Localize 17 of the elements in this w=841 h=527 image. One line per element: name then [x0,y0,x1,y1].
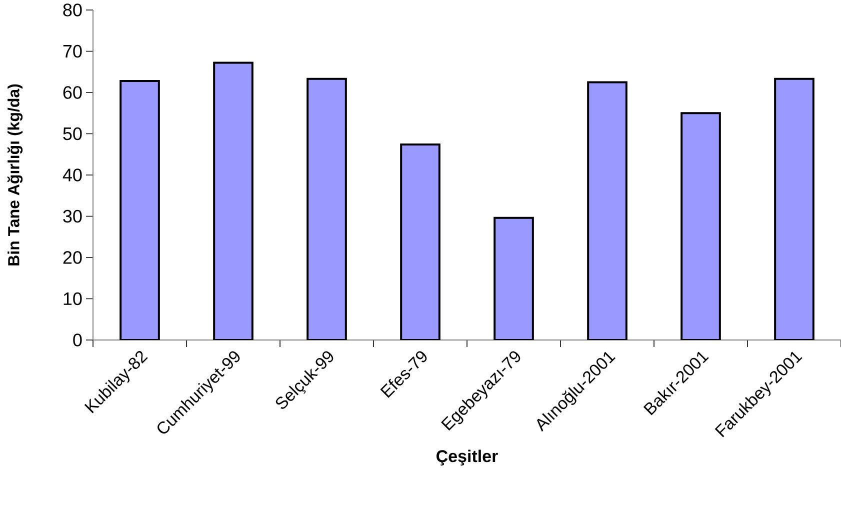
y-tick-label: 30 [63,210,82,223]
y-tick-label: 60 [63,86,82,99]
y-tick-label: 10 [64,292,82,306]
y-tick-label: 80 [63,4,82,16]
y-tick-label: 70 [63,44,82,58]
y-tick-label: 40 [62,168,82,182]
bar [213,62,254,340]
y-tick-label: 20 [63,251,82,264]
y-tick-label: 0 [73,334,82,346]
bar [680,112,721,340]
y-axis-title: Bin Tane Ağırlığı (kg/da) [7,84,23,266]
x-axis-title: Çeşitler [436,450,498,466]
bar [306,78,347,340]
bar [587,81,628,340]
bar [494,216,534,340]
y-tick-label: 50 [63,127,82,140]
bar [774,78,814,340]
